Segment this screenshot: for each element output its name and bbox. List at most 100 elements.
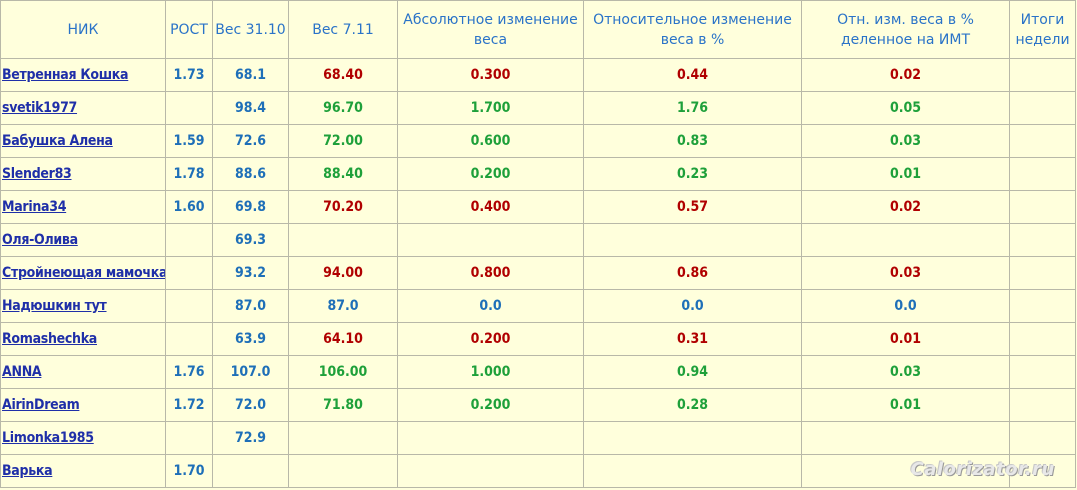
user-profile-link[interactable]: ANNA (2, 364, 42, 380)
abs-change-cell: 0.200 (397, 388, 584, 422)
weight-3110-cell: 63.9 (212, 322, 289, 356)
user-profile-link[interactable]: Limonka1985 (2, 430, 94, 446)
nick-cell: Оля-Олива (0, 223, 166, 257)
bmi-change-cell (801, 421, 1010, 455)
rel-change-cell: 0.28 (583, 388, 802, 422)
abs-change-cell: 0.200 (397, 157, 584, 191)
rel-change-cell: 0.23 (583, 157, 802, 191)
abs-change-cell (397, 454, 584, 488)
rel-change-cell: 0.86 (583, 256, 802, 290)
weight-3110-cell: 72.0 (212, 388, 289, 422)
header-bmi-change: Отн. изм. веса в % деленное на ИМТ (801, 0, 1010, 59)
abs-change-cell: 0.300 (397, 58, 584, 92)
user-profile-link[interactable]: Варька (2, 463, 53, 479)
rel-change-cell (583, 421, 802, 455)
weight-3110-cell: 88.6 (212, 157, 289, 191)
table-row: Бабушка Алена 1.59 72.6 72.00 0.600 0.83 0.03 (0, 124, 1076, 158)
weight-3110-cell: 72.6 (212, 124, 289, 158)
user-profile-link[interactable]: Ветренная Кошка (2, 67, 129, 83)
nick-cell: Slender83 (0, 157, 166, 191)
table-row: AirinDream 1.72 72.0 71.80 0.200 0.28 0.01 (0, 388, 1076, 422)
week-total-cell (1009, 124, 1076, 158)
weight-3110-cell: 72.9 (212, 421, 289, 455)
week-total-cell (1009, 289, 1076, 323)
abs-change-cell: 0.400 (397, 190, 584, 224)
rel-change-cell: 1.76 (583, 91, 802, 125)
height-cell: 1.59 (165, 124, 213, 158)
user-profile-link[interactable]: Marina34 (2, 199, 67, 215)
abs-change-cell: 0.0 (397, 289, 584, 323)
height-cell: 1.72 (165, 388, 213, 422)
rel-change-cell (583, 223, 802, 257)
table-row: Marina34 1.60 69.8 70.20 0.400 0.57 0.02 (0, 190, 1076, 224)
rel-change-cell (583, 454, 802, 488)
bmi-change-cell: 0.02 (801, 190, 1010, 224)
abs-change-cell: 1.700 (397, 91, 584, 125)
user-profile-link[interactable]: Slender83 (2, 166, 72, 182)
bmi-change-cell: 0.03 (801, 124, 1010, 158)
height-cell (165, 322, 213, 356)
bmi-change-cell: 0.02 (801, 58, 1010, 92)
bmi-change-cell: 0.05 (801, 91, 1010, 125)
height-cell: 1.73 (165, 58, 213, 92)
table-row: Romashechka 63.9 64.10 0.200 0.31 0.01 (0, 322, 1076, 356)
table-row: Стройнеющая мамочка 93.2 94.00 0.800 0.86 0.0… (0, 256, 1076, 290)
nick-cell: Ветренная Кошка (0, 58, 166, 92)
table-row: Надюшкин тут 87.0 87.0 0.0 0.0 0.0 (0, 289, 1076, 323)
height-cell: 1.78 (165, 157, 213, 191)
height-cell (165, 91, 213, 125)
weight-3110-cell: 69.3 (212, 223, 289, 257)
week-total-cell (1009, 454, 1076, 488)
nick-cell: Бабушка Алена (0, 124, 166, 158)
user-profile-link[interactable]: Надюшкин тут (2, 298, 107, 314)
weight-711-cell (288, 454, 398, 488)
table-row: svetik1977 98.4 96.70 1.700 1.76 0.05 (0, 91, 1076, 125)
weight-711-cell: 64.10 (288, 322, 398, 356)
nick-cell: Marina34 (0, 190, 166, 224)
week-total-cell (1009, 223, 1076, 257)
header-height: РОСТ (165, 0, 213, 59)
nick-cell: Стройнеющая мамочка (0, 256, 166, 290)
weight-711-cell (288, 421, 398, 455)
abs-change-cell (397, 421, 584, 455)
weight-711-cell (288, 223, 398, 257)
header-nick: НИК (0, 0, 166, 59)
abs-change-cell: 0.200 (397, 322, 584, 356)
bmi-change-cell (801, 454, 1010, 488)
nick-cell: Limonka1985 (0, 421, 166, 455)
bmi-change-cell: 0.01 (801, 388, 1010, 422)
weight-3110-cell: 69.8 (212, 190, 289, 224)
user-profile-link[interactable]: Оля-Олива (2, 232, 78, 248)
table-row: Оля-Олива 69.3 (0, 223, 1076, 257)
abs-change-cell: 1.000 (397, 355, 584, 389)
user-profile-link[interactable]: svetik1977 (2, 100, 78, 116)
bmi-change-cell: 0.0 (801, 289, 1010, 323)
week-total-cell (1009, 388, 1076, 422)
table-row: Варька 1.70 (0, 454, 1076, 488)
rel-change-cell: 0.94 (583, 355, 802, 389)
user-profile-link[interactable]: Romashechka (2, 331, 97, 347)
header-weight-3110: Вес 31.10 (212, 0, 289, 59)
rel-change-cell: 0.0 (583, 289, 802, 323)
weight-711-cell: 106.00 (288, 355, 398, 389)
nick-cell: Romashechka (0, 322, 166, 356)
table-row: ANNA 1.76 107.0 106.00 1.000 0.94 0.03 (0, 355, 1076, 389)
height-cell (165, 223, 213, 257)
weight-3110-cell: 68.1 (212, 58, 289, 92)
weight-3110-cell: 93.2 (212, 256, 289, 290)
nick-cell: svetik1977 (0, 91, 166, 125)
header-abs-change: Абсолютное изменение веса (397, 0, 584, 59)
nick-cell: AirinDream (0, 388, 166, 422)
header-row: НИК РОСТ Вес 31.10 Вес 7.11 Абсолютное и… (0, 0, 1076, 59)
user-profile-link[interactable]: Бабушка Алена (2, 133, 113, 149)
table-row: Limonka1985 72.9 (0, 421, 1076, 455)
weight-711-cell: 72.00 (288, 124, 398, 158)
table-row: Ветренная Кошка 1.73 68.1 68.40 0.300 0.44 0.0… (0, 58, 1076, 92)
user-profile-link[interactable]: Стройнеющая мамочка (2, 265, 166, 281)
user-profile-link[interactable]: AirinDream (2, 397, 80, 413)
weight-711-cell: 94.00 (288, 256, 398, 290)
week-total-cell (1009, 190, 1076, 224)
nick-cell: ANNA (0, 355, 166, 389)
bmi-change-cell (801, 223, 1010, 257)
